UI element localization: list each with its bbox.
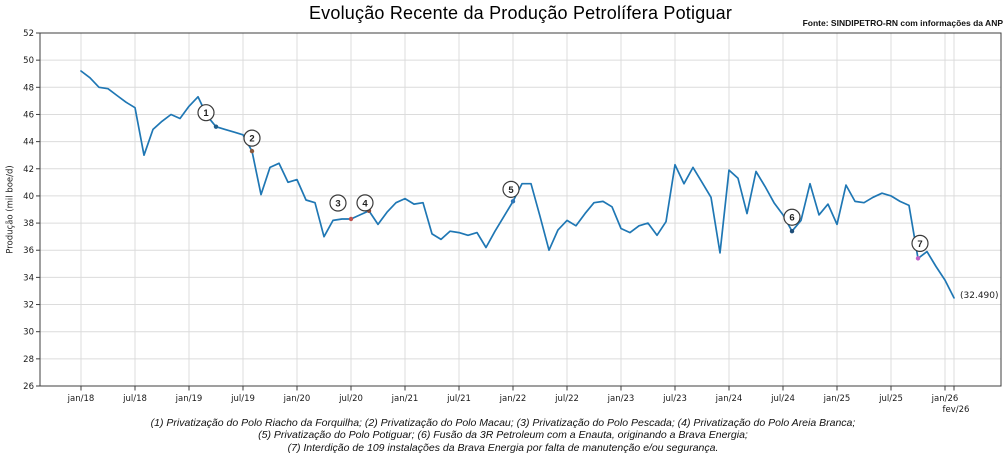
x-tick-label: jan/24 xyxy=(715,394,743,404)
annotation-1: 1 xyxy=(197,104,219,129)
y-tick-label: 42 xyxy=(23,165,34,175)
x-tick-label: jul/20 xyxy=(338,394,363,404)
x-tick-label: jan/23 xyxy=(607,394,635,404)
footnote-line-2: (5) Privatização do Polo Potiguar; (6) F… xyxy=(258,429,748,442)
y-tick-label: 50 xyxy=(23,56,34,66)
event-circle-2 xyxy=(243,129,261,147)
x-tick-label: jul/22 xyxy=(554,394,579,404)
source-note: Fonte: SINDIPETRO-RN com informações da … xyxy=(802,18,1003,28)
event-dot-7 xyxy=(915,256,921,261)
annotation-2: 2 xyxy=(243,129,261,154)
y-tick-label: 46 xyxy=(23,110,34,120)
event-number-4: 4 xyxy=(362,198,368,209)
annotation-5: 5 xyxy=(502,180,520,204)
x-tick-label: jul/18 xyxy=(122,394,147,404)
y-tick-label: 36 xyxy=(23,246,34,256)
annotation-7: 7 xyxy=(911,234,929,261)
x-tick-label: jan/21 xyxy=(391,394,419,404)
y-tick-label: 48 xyxy=(23,83,34,93)
event-circle-7 xyxy=(911,234,929,252)
x-tick-label: jan/18 xyxy=(67,394,95,404)
y-tick-label: 44 xyxy=(23,138,34,148)
event-number-3: 3 xyxy=(335,198,340,209)
annotation-6: 6 xyxy=(783,208,801,234)
chart-title: Evolução Recente da Produção Petrolífera… xyxy=(308,3,733,23)
event-number-7: 7 xyxy=(917,239,922,250)
event-circle-4 xyxy=(356,194,374,212)
last-value-label: (32.490) xyxy=(960,291,999,301)
event-number-6: 6 xyxy=(789,213,794,224)
event-dot-1 xyxy=(213,124,219,129)
x-tick-label: jul/19 xyxy=(230,394,255,404)
x-tick-label: jan/25 xyxy=(823,394,851,404)
footnotes: (1) Privatização do Polo Riacho da Forqu… xyxy=(0,417,1006,454)
event-circle-6 xyxy=(783,208,801,226)
y-tick-label: 30 xyxy=(23,328,34,338)
event-circle-1 xyxy=(197,104,215,122)
y-tick-label: 40 xyxy=(23,192,34,202)
y-tick-label: 52 xyxy=(23,29,34,39)
x-tick-label: jul/24 xyxy=(770,394,795,404)
event-dot-6 xyxy=(789,229,795,234)
y-tick-label: 34 xyxy=(23,273,34,283)
y-tick-label: 26 xyxy=(23,382,34,392)
footnote-line-1: (1) Privatização do Polo Riacho da Forqu… xyxy=(150,417,856,429)
x-tick-label: jan/19 xyxy=(175,394,203,404)
event-number-2: 2 xyxy=(249,134,254,145)
event-dot-2 xyxy=(249,148,255,154)
annotation-3: 3 xyxy=(329,194,354,222)
x-tick-label: jan/22 xyxy=(499,394,527,404)
event-circle-5 xyxy=(502,180,520,198)
event-number-5: 5 xyxy=(508,185,514,196)
gridlines xyxy=(40,32,1001,387)
event-circle-3 xyxy=(329,194,347,212)
y-tick-label: 38 xyxy=(23,219,34,229)
y-axis-label: Produção (mil boe/d) xyxy=(5,165,16,254)
plot-border xyxy=(39,32,1002,387)
y-tick-label: 28 xyxy=(23,355,34,365)
x-tick-label: jan/26 xyxy=(931,394,959,404)
y-tick-label: 32 xyxy=(23,301,34,311)
footnote-line-3: (7) Interdição de 109 instalações da Bra… xyxy=(287,441,719,454)
x-tick-label: jul/21 xyxy=(446,394,471,404)
event-number-1: 1 xyxy=(203,108,209,119)
x-tick-label-fev26: fev/26 xyxy=(943,405,970,415)
event-dot-3 xyxy=(348,216,354,222)
x-tick-label: jan/20 xyxy=(283,394,311,404)
x-tick-label: jul/23 xyxy=(662,394,687,404)
x-tick-label: jul/25 xyxy=(878,394,903,404)
annotation-4: 4 xyxy=(356,194,374,214)
event-dot-5 xyxy=(510,199,516,204)
